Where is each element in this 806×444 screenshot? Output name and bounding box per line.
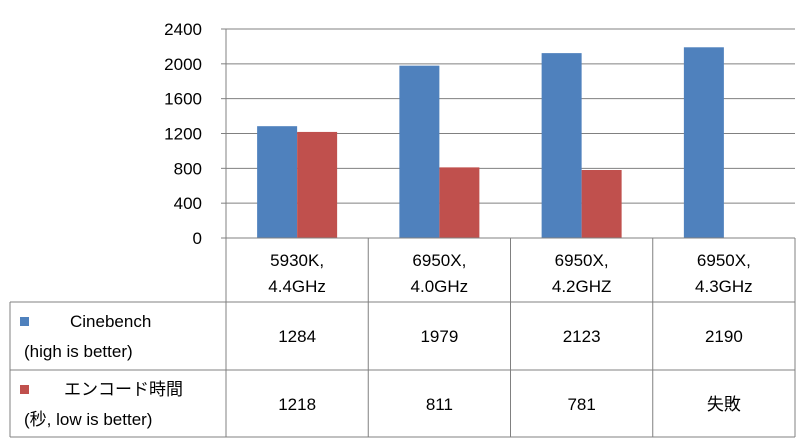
legend-key: [20, 317, 29, 326]
y-tick-label: 2000: [164, 55, 202, 74]
bar-series-2: [297, 131, 338, 238]
y-tick-label: 1600: [164, 90, 202, 109]
category-label: 6950X,: [412, 251, 466, 270]
y-tick-label: 800: [174, 159, 202, 178]
y-tick-label: 0: [193, 229, 202, 248]
series-name: エンコード時間: [64, 380, 183, 399]
series-name-note: (high is better): [24, 342, 133, 361]
bar-series-2: [581, 169, 622, 238]
data-table: 5930K, 4.4GHz 6950X, 4.0GHz 6950X, 4.2GHZ 6950…: [9, 237, 796, 438]
category-label: 4.4GHz: [268, 277, 326, 296]
table-value: 2190: [705, 327, 743, 346]
category-label: 6950X,: [555, 251, 609, 270]
bar-series-1: [399, 65, 440, 239]
bar-series-1: [683, 47, 724, 238]
table-value: 781: [567, 395, 595, 414]
table-value: 811: [426, 395, 453, 414]
y-tick-label: 2400: [164, 20, 202, 39]
category-label: 4.2GHZ: [552, 277, 612, 296]
table-value: 1218: [278, 395, 316, 414]
legend-key: [20, 385, 29, 394]
bars: [257, 47, 724, 239]
bar-series-1: [257, 126, 298, 238]
table-value: 2123: [563, 327, 601, 346]
category-label: 4.3GHz: [695, 277, 753, 296]
series-name: Cinebench: [70, 312, 151, 331]
category-label: 4.0GHz: [411, 277, 469, 296]
bar-series-1: [541, 53, 582, 238]
category-label: 6950X,: [697, 251, 751, 270]
bar-series-2: [439, 167, 480, 238]
table-value: 1284: [278, 327, 316, 346]
y-tick-label: 1200: [164, 125, 202, 144]
y-tick-label: 400: [174, 194, 202, 213]
series-name-note: (秒, low is better): [24, 410, 152, 429]
y-axis: 0 400 800 1200 1600 2000 2400: [164, 20, 227, 248]
table-value: 失敗: [707, 395, 741, 414]
category-label: 5930K,: [270, 251, 324, 270]
table-value: 1979: [420, 327, 458, 346]
